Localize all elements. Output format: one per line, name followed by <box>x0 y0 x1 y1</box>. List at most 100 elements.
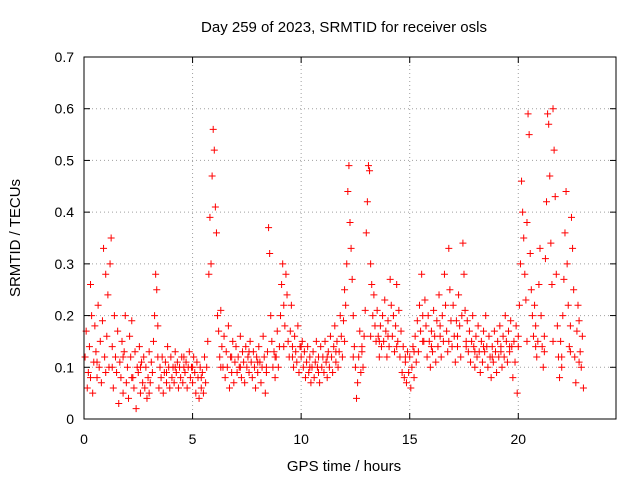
data-point <box>565 343 573 351</box>
data-point <box>462 343 470 351</box>
data-point <box>368 281 376 289</box>
data-point <box>84 368 92 376</box>
data-point <box>117 374 125 382</box>
data-point <box>261 389 269 397</box>
data-point <box>423 353 431 361</box>
data-point <box>185 348 193 356</box>
data-point <box>478 358 486 366</box>
data-point <box>87 281 95 289</box>
data-point <box>528 312 536 320</box>
data-point <box>482 312 490 320</box>
data-point <box>128 317 136 325</box>
data-point <box>301 374 309 382</box>
data-point <box>400 374 408 382</box>
data-point <box>156 363 164 371</box>
data-point <box>345 162 353 170</box>
data-point <box>351 363 359 371</box>
data-point <box>231 358 239 366</box>
data-point <box>214 312 222 320</box>
data-point <box>202 379 210 387</box>
data-point <box>415 301 423 309</box>
data-point <box>217 363 225 371</box>
data-point <box>477 337 485 345</box>
data-point <box>471 363 479 371</box>
data-point <box>205 270 213 278</box>
data-point <box>430 306 438 314</box>
data-point <box>152 270 160 278</box>
data-point <box>322 358 330 366</box>
data-point <box>366 167 374 175</box>
data-point <box>161 358 169 366</box>
data-point <box>519 208 527 216</box>
data-point <box>383 353 391 361</box>
chart-title: Day 259 of 2023, SRMTID for receiver osl… <box>201 19 487 36</box>
data-point <box>136 363 144 371</box>
data-point <box>384 332 392 340</box>
data-point <box>182 358 190 366</box>
data-point <box>489 358 497 366</box>
data-point <box>512 322 520 330</box>
data-point <box>279 260 287 268</box>
data-point <box>103 332 111 340</box>
data-point <box>469 312 477 320</box>
data-point <box>287 301 295 309</box>
data-point <box>100 244 108 252</box>
data-point <box>440 270 448 278</box>
data-point <box>218 343 226 351</box>
data-point <box>364 162 372 170</box>
data-point <box>212 229 220 237</box>
data-point <box>429 348 437 356</box>
data-point <box>456 322 464 330</box>
data-point <box>501 312 509 320</box>
data-point <box>246 337 254 345</box>
data-point <box>168 374 176 382</box>
data-point <box>571 353 579 361</box>
data-point <box>449 301 457 309</box>
data-point <box>139 379 147 387</box>
data-point <box>579 384 587 392</box>
data-point <box>307 379 315 387</box>
data-point <box>401 353 409 361</box>
data-point <box>280 301 288 309</box>
data-point <box>254 368 262 376</box>
x-axis-label: GPS time / hours <box>287 458 401 475</box>
data-point <box>332 358 340 366</box>
data-point <box>452 317 460 325</box>
data-point <box>225 384 233 392</box>
data-point <box>236 363 244 371</box>
data-point <box>281 322 289 330</box>
data-point <box>143 394 151 402</box>
data-point <box>513 389 521 397</box>
data-point <box>92 348 100 356</box>
data-point <box>354 379 362 387</box>
plot-frame <box>83 56 617 420</box>
data-point <box>437 353 445 361</box>
data-point <box>109 384 117 392</box>
data-point <box>81 353 89 361</box>
data-point <box>367 332 375 340</box>
data-point <box>577 363 585 371</box>
data-point <box>338 353 346 361</box>
data-point <box>531 301 539 309</box>
data-point <box>157 374 165 382</box>
data-point <box>524 110 532 118</box>
data-point <box>323 374 331 382</box>
data-point <box>359 363 367 371</box>
data-point <box>277 312 285 320</box>
data-point <box>545 120 553 128</box>
data-point <box>207 260 215 268</box>
data-point <box>166 384 174 392</box>
data-point <box>377 343 385 351</box>
data-point <box>488 353 496 361</box>
data-point <box>163 368 171 376</box>
data-point <box>498 363 506 371</box>
data-point <box>347 244 355 252</box>
data-point <box>181 368 189 376</box>
data-point <box>135 343 143 351</box>
data-point <box>293 358 301 366</box>
data-point <box>397 327 405 335</box>
data-point <box>393 281 401 289</box>
data-point <box>422 322 430 330</box>
data-point <box>208 172 216 180</box>
data-point <box>566 322 574 330</box>
